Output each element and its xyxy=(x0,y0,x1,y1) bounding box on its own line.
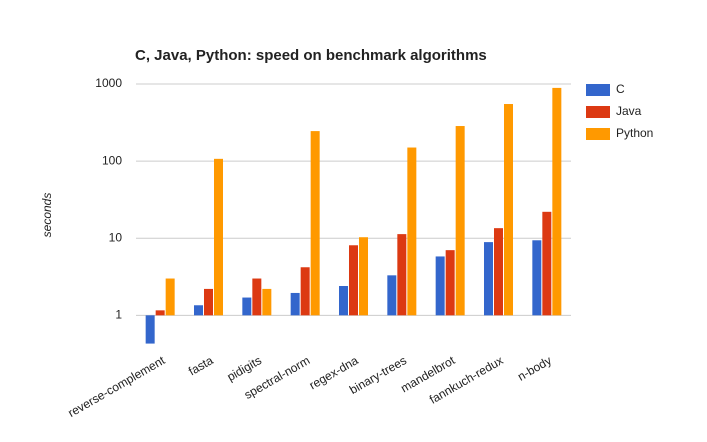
bar xyxy=(484,242,493,316)
bar xyxy=(532,240,542,316)
bar xyxy=(407,147,417,316)
bar xyxy=(194,305,203,316)
legend-label: C xyxy=(616,82,625,96)
y-tick-label: 1 xyxy=(115,307,122,321)
bar xyxy=(445,250,455,316)
x-tick-label: n-body xyxy=(515,353,554,383)
bar xyxy=(214,158,223,316)
bar xyxy=(494,228,503,316)
bar xyxy=(290,292,300,316)
bar xyxy=(349,245,358,316)
bar xyxy=(165,278,175,316)
bar xyxy=(387,275,397,316)
bar xyxy=(262,288,272,316)
bar xyxy=(155,310,165,316)
bar xyxy=(242,297,252,316)
x-tick-label: reverse-complement xyxy=(66,353,168,420)
legend-swatch xyxy=(586,84,610,96)
bar xyxy=(300,267,310,316)
bar xyxy=(397,234,407,316)
chart-title: C, Java, Python: speed on benchmark algo… xyxy=(135,47,487,64)
y-tick-label: 100 xyxy=(102,153,122,167)
bar xyxy=(435,256,445,316)
legend-label: Java xyxy=(616,104,642,118)
legend-label: Python xyxy=(616,126,653,140)
bar xyxy=(504,104,513,316)
bar xyxy=(359,237,368,316)
bar xyxy=(339,286,348,316)
bar xyxy=(310,131,320,316)
legend-swatch xyxy=(586,106,610,118)
y-tick-label: 1000 xyxy=(95,76,122,90)
y-axis-label: seconds xyxy=(40,193,54,238)
legend-swatch xyxy=(586,128,610,140)
bar xyxy=(552,87,562,316)
bar xyxy=(542,211,552,316)
y-tick-label: 10 xyxy=(109,230,123,244)
bar xyxy=(455,126,465,316)
x-tick-label: fasta xyxy=(186,353,216,378)
bar xyxy=(145,315,155,344)
bar xyxy=(204,288,213,316)
bar xyxy=(252,278,262,316)
